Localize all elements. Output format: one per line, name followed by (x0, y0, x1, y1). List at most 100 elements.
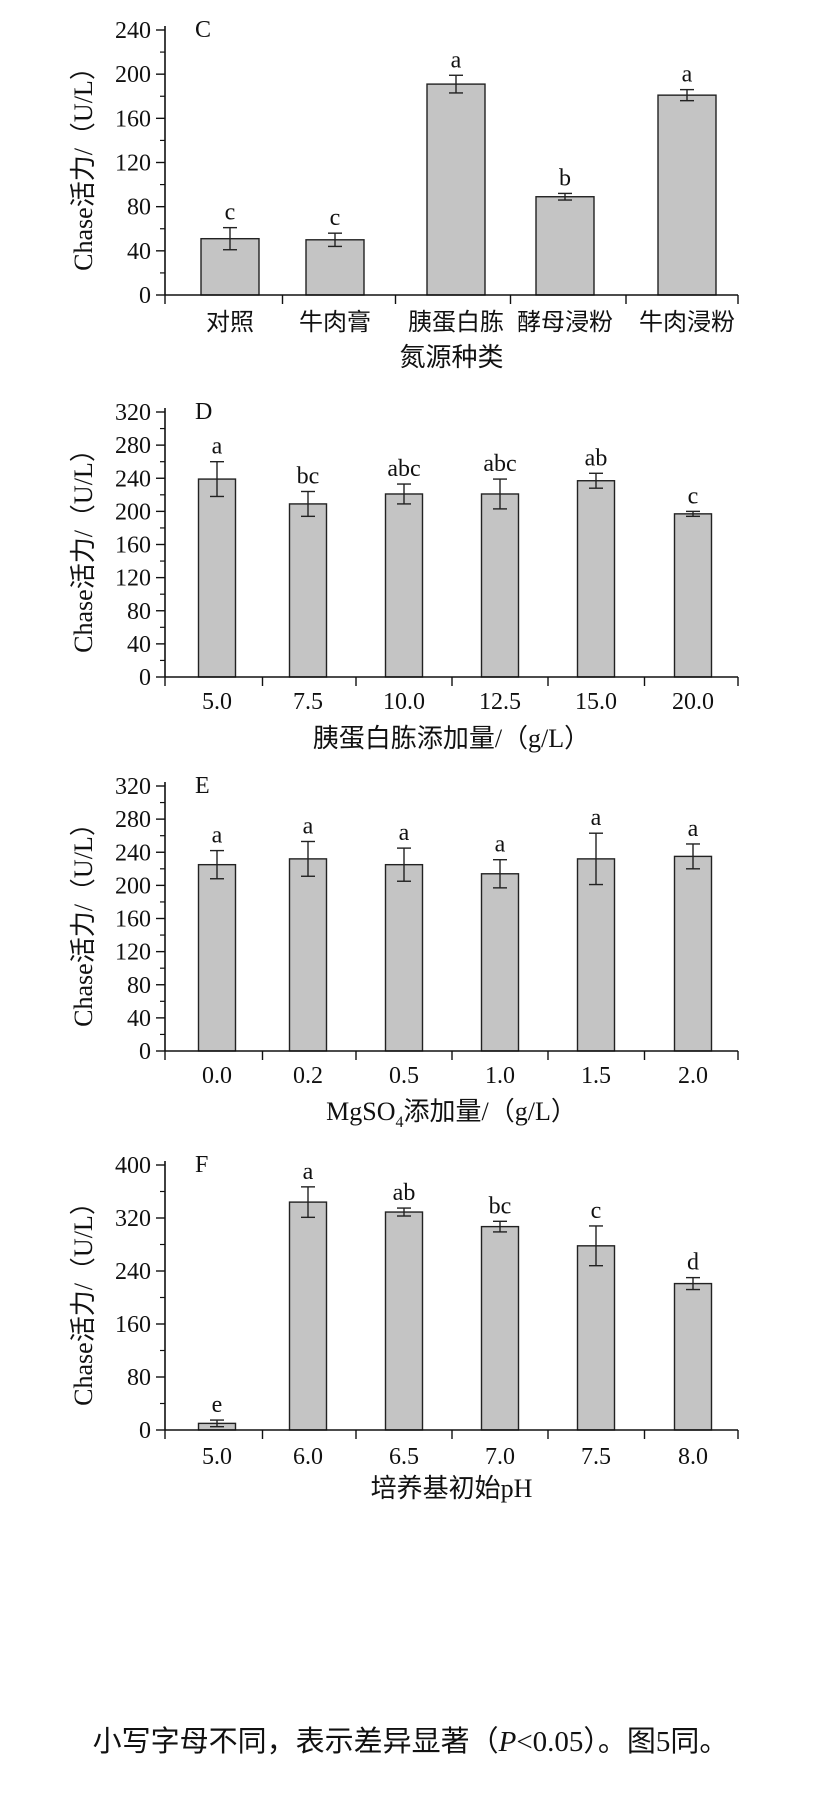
bar (480, 1225, 520, 1431)
bar (480, 873, 520, 1052)
significance-letter: a (212, 823, 223, 849)
significance-letter: c (688, 483, 699, 509)
significance-letter: abc (387, 456, 420, 482)
y-tick-label: 0 (139, 665, 151, 691)
y-tick-label: 40 (127, 239, 151, 265)
x-tick-label: 15.0 (575, 689, 617, 715)
bar (673, 1282, 713, 1431)
caption-p-symbol: P (498, 1726, 517, 1758)
x-axis-title: MgSO4添加量/（g/L） (326, 1097, 577, 1131)
chart-panel-e: a a a a a a 0 40 80 120 160 200 240 280 320 0.0 0.2 0.5 1.… (69, 773, 739, 1131)
x-axis-title: 氮源种类 (399, 343, 503, 372)
y-tick-label: 120 (115, 566, 151, 592)
y-axis-title: Chase活力/（U/L） (69, 810, 98, 1027)
bar (535, 196, 595, 296)
significance-letter: a (303, 813, 314, 839)
significance-letter: a (591, 805, 602, 831)
bar (576, 480, 616, 678)
caption-prefix: 小写字母不同，表示差异显著（ (92, 1726, 499, 1758)
y-tick-label: 280 (115, 433, 151, 459)
significance-letter: a (451, 47, 462, 73)
bar (384, 1211, 424, 1431)
significance-letter: bc (297, 464, 320, 490)
y-tick-label: 160 (115, 907, 151, 933)
chart-panel-f: e a ab bc c d 0 80 160 240 320 400 5.0 6.0 6.5 7.0 7.5 8.… (69, 1152, 739, 1503)
y-tick-label: 280 (115, 807, 151, 833)
significance-letter: ab (585, 445, 608, 471)
x-tick-label: 20.0 (672, 689, 714, 715)
x-tick-label: 7.5 (581, 1444, 611, 1470)
x-tick-label: 1.5 (581, 1063, 611, 1089)
significance-letter: ab (393, 1180, 416, 1206)
x-tick-label: 6.5 (389, 1444, 419, 1470)
y-tick-label: 200 (115, 62, 151, 88)
y-tick-label: 0 (139, 1039, 151, 1065)
y-axis-title: Chase活力/（U/L） (69, 54, 98, 271)
x-tick-label: 0.0 (202, 1063, 232, 1089)
x-tick-label: 2.0 (678, 1063, 708, 1089)
caption-suffix: <0.05）。图5同。 (516, 1726, 729, 1758)
y-tick-label: 320 (115, 774, 151, 800)
panel-label: C (195, 17, 211, 43)
significance-letter: c (225, 200, 236, 226)
x-tick-label: 对照 (206, 309, 254, 336)
y-tick-label: 240 (115, 840, 151, 866)
x-axis-title: 培养基初始pH (371, 1474, 533, 1503)
bar (384, 863, 424, 1052)
x-tick-label: 10.0 (383, 689, 425, 715)
bar (288, 503, 328, 678)
significance-letter: abc (483, 451, 516, 477)
y-tick-label: 240 (115, 18, 151, 44)
x-tick-label: 1.0 (485, 1063, 515, 1089)
x-tick-label: 7.0 (485, 1444, 515, 1470)
bar (673, 513, 713, 678)
significance-letter: a (688, 816, 699, 842)
x-tick-label: 牛肉膏 (299, 309, 371, 336)
significance-letter: c (591, 1198, 602, 1224)
bar (197, 863, 237, 1052)
y-tick-label: 80 (127, 973, 151, 999)
x-tick-label: 酵母浸粉 (517, 309, 613, 336)
significance-letter: d (687, 1250, 699, 1276)
panel-label: F (195, 1152, 208, 1178)
x-tick-label: 5.0 (202, 1444, 232, 1470)
x-tick-label: 5.0 (202, 689, 232, 715)
y-tick-label: 400 (115, 1153, 151, 1179)
x-tick-label: 12.5 (479, 689, 521, 715)
bar (197, 478, 237, 678)
bar (305, 239, 365, 296)
y-tick-label: 120 (115, 151, 151, 177)
x-tick-label: 8.0 (678, 1444, 708, 1470)
figure-caption: 小写字母不同，表示差异显著（P<0.05）。图5同。 (0, 1718, 821, 1760)
x-tick-label: 0.5 (389, 1063, 419, 1089)
y-tick-label: 320 (115, 1206, 151, 1232)
y-tick-label: 160 (115, 1312, 151, 1338)
y-tick-label: 240 (115, 1259, 151, 1285)
y-tick-label: 160 (115, 106, 151, 132)
x-tick-label: 7.5 (293, 689, 323, 715)
bar (657, 94, 717, 296)
significance-letter: bc (489, 1193, 512, 1219)
bar (288, 858, 328, 1052)
y-axis-title: Chase活力/（U/L） (69, 1189, 98, 1406)
bar (576, 1245, 616, 1431)
y-tick-label: 80 (127, 599, 151, 625)
significance-letter: a (399, 820, 410, 846)
significance-letter: a (303, 1159, 314, 1185)
y-tick-label: 0 (139, 283, 151, 309)
bar (288, 1201, 328, 1431)
x-tick-label: 0.2 (293, 1063, 323, 1089)
y-tick-label: 200 (115, 873, 151, 899)
significance-letter: e (212, 1392, 223, 1418)
bar (384, 493, 424, 678)
x-tick-label: 牛肉浸粉 (639, 309, 735, 336)
x-axis-title: 胰蛋白胨添加量/（g/L） (313, 724, 590, 753)
y-tick-label: 240 (115, 466, 151, 492)
significance-letter: a (212, 434, 223, 460)
y-tick-label: 120 (115, 940, 151, 966)
y-axis-title: Chase活力/（U/L） (69, 436, 98, 653)
y-tick-label: 160 (115, 533, 151, 559)
panel-label: D (195, 399, 212, 425)
